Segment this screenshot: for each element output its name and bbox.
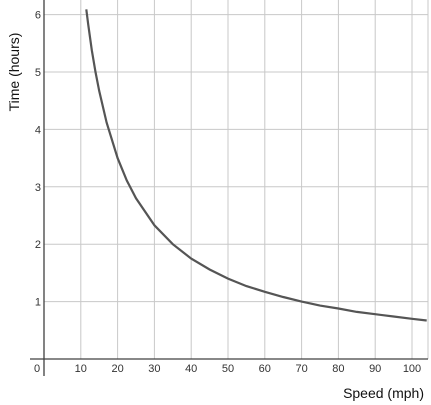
x-tick-label-50: 50 bbox=[222, 363, 234, 375]
x-tick-label-20: 20 bbox=[111, 363, 123, 375]
x-tick-label-100: 100 bbox=[403, 363, 421, 375]
y-axis-label: Time (hours) bbox=[6, 33, 22, 112]
y-tick-label-5: 5 bbox=[35, 67, 41, 79]
y-tick-label-4: 4 bbox=[35, 124, 41, 136]
y-tick-label-2: 2 bbox=[35, 239, 41, 251]
series-curve bbox=[85, 9, 427, 322]
x-tick-label-60: 60 bbox=[259, 363, 271, 375]
x-tick-label-90: 90 bbox=[369, 363, 381, 375]
y-tick-label-6: 6 bbox=[35, 10, 41, 22]
x-tick-label-70: 70 bbox=[295, 363, 307, 375]
x-tick-label-0: 0 bbox=[34, 363, 40, 375]
x-axis-label: Speed (mph) bbox=[343, 385, 424, 401]
x-tick-label-10: 10 bbox=[75, 363, 87, 375]
x-tick-label-80: 80 bbox=[332, 363, 344, 375]
y-tick-label-1: 1 bbox=[35, 297, 41, 309]
grid bbox=[44, 0, 429, 359]
x-tick-label-30: 30 bbox=[148, 363, 160, 375]
x-tick-label-40: 40 bbox=[185, 363, 197, 375]
x-tick-labels: 0 10 20 30 40 50 60 70 80 90 100 bbox=[34, 363, 421, 375]
y-tick-label-3: 3 bbox=[35, 182, 41, 194]
axes bbox=[30, 0, 428, 376]
y-tick-labels: 1 2 3 4 5 6 bbox=[35, 10, 41, 309]
